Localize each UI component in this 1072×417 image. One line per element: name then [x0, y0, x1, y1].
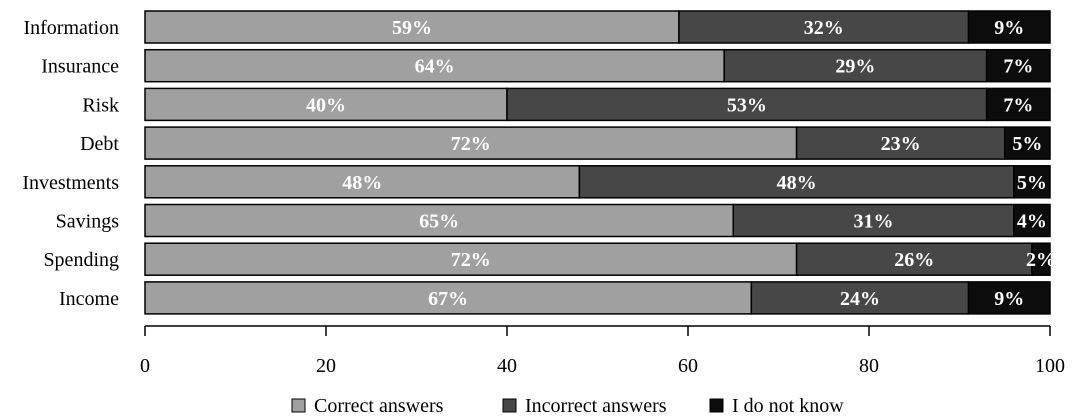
category-label-spending: Spending [43, 249, 119, 271]
bar-risk-correct-answers [144, 87, 508, 122]
data-label-risk-i-do-not-know: 7% [1003, 94, 1033, 116]
data-label-debt-correct-answers: 72% [451, 133, 491, 155]
bar-income-correct-answers [144, 281, 753, 315]
data-label-risk-correct-answers: 40% [306, 94, 346, 116]
bar-debt-i-do-not-know [1004, 126, 1051, 160]
bar-savings-incorrect-answers [732, 203, 1015, 238]
x-tick-label-20: 20 [316, 355, 336, 377]
x-tick-label-0: 0 [140, 355, 150, 377]
bar-insurance-i-do-not-know [985, 48, 1051, 83]
data-label-spending-i-do-not-know: 2% [1026, 249, 1056, 271]
bar-savings-i-do-not-know [1013, 203, 1051, 238]
bars-group: 59% 32% 9% 64% 29% 7% 40% 53% 7% 72% 23% 5% 48% 48% 5%… [144, 10, 1056, 315]
category-label-savings: Savings [56, 211, 120, 233]
legend-swatch-incorrect-answers [502, 398, 517, 413]
category-label-risk: Risk [82, 94, 119, 116]
data-label-spending-correct-answers: 72% [451, 249, 491, 271]
x-tick-label-100: 100 [1035, 355, 1065, 377]
bar-insurance-incorrect-answers [723, 48, 988, 83]
data-label-income-i-do-not-know: 9% [994, 288, 1024, 310]
x-axis: 0 20 40 60 80 100 [140, 325, 1065, 377]
bar-debt-correct-answers [144, 126, 798, 160]
data-label-savings-correct-answers: 65% [419, 211, 459, 233]
data-label-savings-incorrect-answers: 31% [854, 211, 894, 233]
legend-label-incorrect-answers: Incorrect answers [525, 395, 667, 417]
bar-information-correct-answers [144, 10, 680, 44]
data-label-information-incorrect-answers: 32% [804, 17, 844, 39]
legend-swatch-correct-answers [291, 398, 306, 413]
category-label-income: Income [59, 288, 119, 310]
legend: Correct answers Incorrect answers I do not… [291, 395, 844, 417]
data-label-investments-incorrect-answers: 48% [777, 172, 817, 194]
bar-risk-incorrect-answers [506, 87, 988, 122]
bar-spending-i-do-not-know [1031, 242, 1051, 276]
data-label-information-correct-answers: 59% [392, 17, 432, 39]
legend-swatch-i-do-not-know [709, 398, 724, 413]
data-label-insurance-incorrect-answers: 29% [835, 56, 875, 78]
bar-spending-correct-answers [144, 242, 798, 276]
bar-investments-correct-answers [144, 165, 581, 199]
data-label-savings-i-do-not-know: 4% [1017, 211, 1047, 233]
bar-information-incorrect-answers [678, 10, 970, 44]
data-label-debt-i-do-not-know: 5% [1012, 133, 1042, 155]
bar-income-incorrect-answers [750, 281, 970, 315]
data-label-debt-incorrect-answers: 23% [881, 133, 921, 155]
category-label-information: Information [23, 17, 119, 39]
category-labels: Information Insurance Risk Debt Investments S… [22, 17, 119, 310]
data-label-investments-i-do-not-know: 5% [1017, 172, 1047, 194]
bar-investments-i-do-not-know [1013, 165, 1051, 199]
data-label-risk-incorrect-answers: 53% [727, 94, 767, 116]
data-label-insurance-correct-answers: 64% [415, 56, 455, 78]
data-label-investments-correct-answers: 48% [342, 172, 382, 194]
bar-spending-incorrect-answers [795, 242, 1033, 276]
bar-savings-correct-answers [144, 203, 734, 238]
x-tick-label-40: 40 [497, 355, 517, 377]
legend-label-i-do-not-know: I do not know [732, 395, 844, 417]
category-label-insurance: Insurance [41, 56, 119, 78]
data-label-information-i-do-not-know: 9% [994, 17, 1024, 39]
x-tick-label-80: 80 [859, 355, 879, 377]
data-label-income-correct-answers: 67% [428, 288, 468, 310]
data-label-spending-incorrect-answers: 26% [894, 249, 934, 271]
data-label-insurance-i-do-not-know: 7% [1003, 56, 1033, 78]
category-label-debt: Debt [80, 133, 119, 155]
bar-income-i-do-not-know [967, 281, 1051, 315]
data-label-income-incorrect-answers: 24% [840, 288, 880, 310]
bar-risk-i-do-not-know [985, 87, 1051, 122]
category-label-investments: Investments [22, 172, 119, 194]
legend-label-correct-answers: Correct answers [314, 395, 444, 417]
bar-information-i-do-not-know [967, 10, 1051, 44]
x-tick-label-60: 60 [678, 355, 698, 377]
bar-investments-incorrect-answers [578, 165, 1015, 199]
